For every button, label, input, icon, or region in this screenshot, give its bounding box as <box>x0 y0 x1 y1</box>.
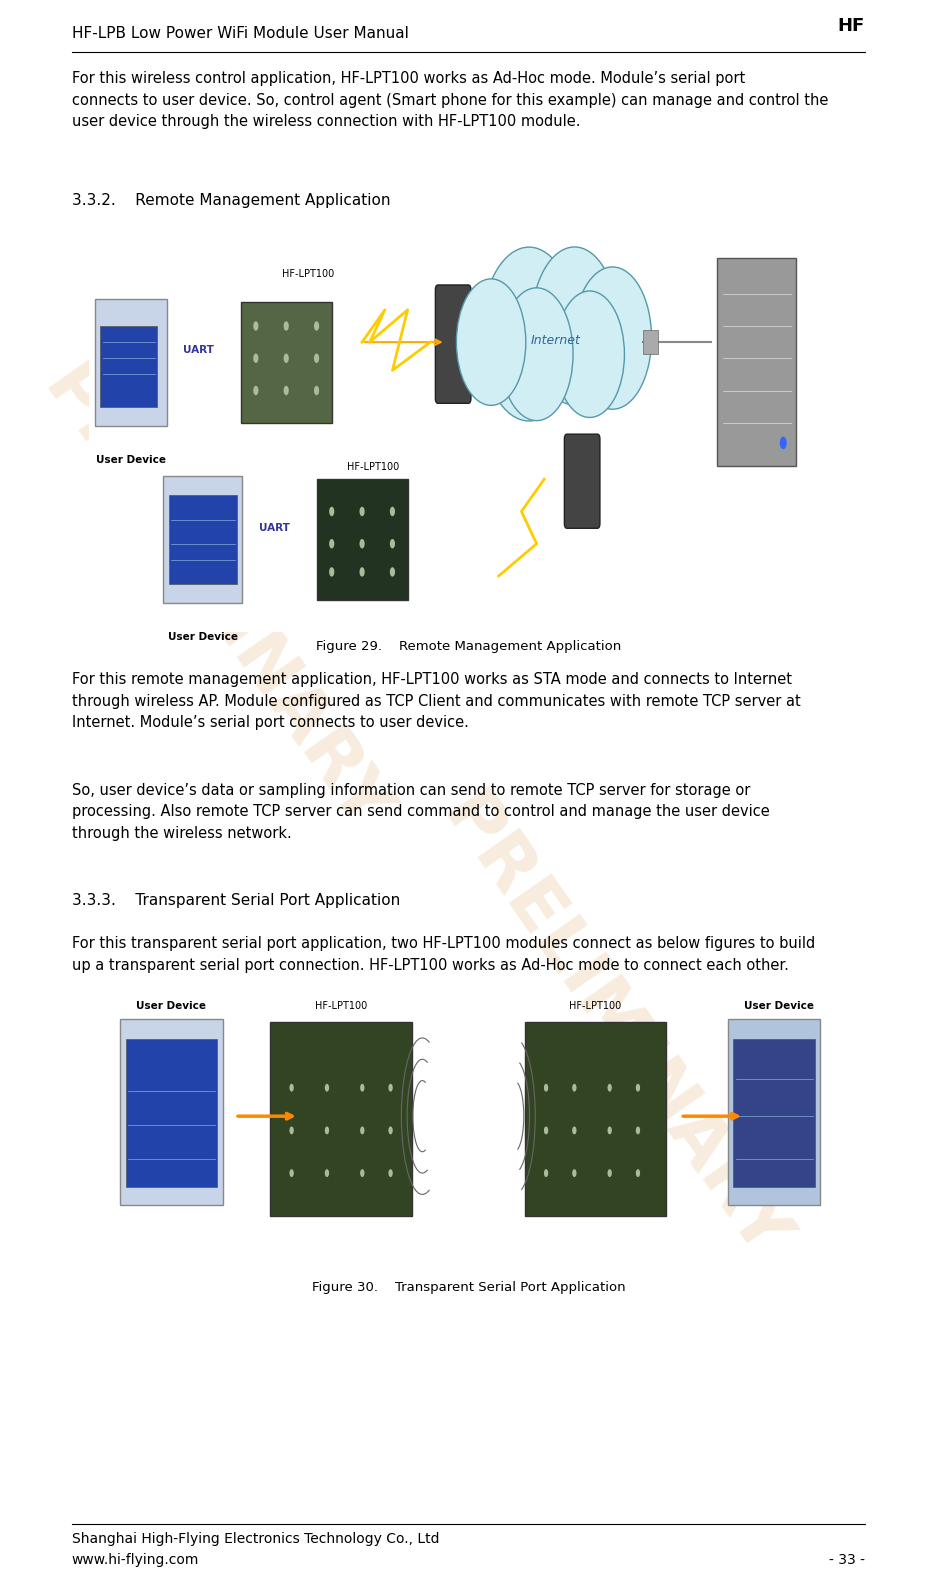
Text: 3.3.3.    Transparent Serial Port Application: 3.3.3. Transparent Serial Port Applicati… <box>71 893 399 907</box>
Circle shape <box>359 508 364 515</box>
Text: 3.3.2.    Remote Management Application: 3.3.2. Remote Management Application <box>71 193 390 207</box>
Text: For this transparent serial port application, two HF-LPT100 modules connect as b: For this transparent serial port applica… <box>71 936 815 972</box>
Circle shape <box>325 1085 329 1091</box>
Circle shape <box>329 539 335 549</box>
Text: HF-LPT100: HF-LPT100 <box>347 462 399 473</box>
Circle shape <box>314 386 320 395</box>
Circle shape <box>325 1170 329 1176</box>
Text: - 33 -: - 33 - <box>829 1553 865 1567</box>
Bar <box>126 1039 218 1187</box>
Text: User Device: User Device <box>96 455 165 465</box>
Circle shape <box>608 1126 611 1135</box>
Circle shape <box>253 321 259 330</box>
Text: User Device: User Device <box>745 1001 814 1010</box>
Text: HF-LPB Low Power WiFi Module User Manual: HF-LPB Low Power WiFi Module User Manual <box>71 27 408 41</box>
Circle shape <box>289 1126 294 1135</box>
Text: UART: UART <box>260 523 290 533</box>
Bar <box>168 495 237 583</box>
FancyBboxPatch shape <box>728 1020 820 1205</box>
Bar <box>100 326 157 406</box>
Circle shape <box>360 1085 364 1091</box>
Bar <box>643 330 658 354</box>
Circle shape <box>314 354 320 364</box>
Bar <box>241 302 332 422</box>
Circle shape <box>314 321 320 330</box>
Circle shape <box>608 1170 611 1176</box>
FancyBboxPatch shape <box>120 1020 223 1205</box>
Circle shape <box>283 386 289 395</box>
Circle shape <box>359 568 364 577</box>
Text: For this remote management application, HF-LPT100 works as STA mode and connects: For this remote management application, … <box>71 672 801 730</box>
Circle shape <box>573 267 651 409</box>
Text: Shanghai High-Flying Electronics Technology Co., Ltd
www.hi-flying.com: Shanghai High-Flying Electronics Technol… <box>71 1532 439 1567</box>
Bar <box>317 479 408 601</box>
Text: Figure 29.    Remote Management Application: Figure 29. Remote Management Application <box>316 640 621 653</box>
Bar <box>525 1023 667 1216</box>
Circle shape <box>388 1085 393 1091</box>
Circle shape <box>253 386 259 395</box>
Circle shape <box>390 539 395 549</box>
Text: For this wireless control application, HF-LPT100 works as Ad-Hoc mode. Module’s : For this wireless control application, H… <box>71 71 828 130</box>
Circle shape <box>253 354 259 364</box>
Circle shape <box>481 247 576 421</box>
FancyBboxPatch shape <box>717 258 796 466</box>
Circle shape <box>388 1170 393 1176</box>
Circle shape <box>390 568 395 577</box>
Text: HF-LPT100: HF-LPT100 <box>315 1001 367 1010</box>
Circle shape <box>283 321 289 330</box>
Circle shape <box>360 1126 364 1135</box>
Circle shape <box>636 1085 640 1091</box>
Circle shape <box>573 1085 576 1091</box>
Circle shape <box>573 1126 576 1135</box>
FancyBboxPatch shape <box>436 285 471 403</box>
Text: PRELIMINARY: PRELIMINARY <box>428 783 800 1273</box>
Text: PRELIMINARY: PRELIMINARY <box>29 356 400 846</box>
Circle shape <box>608 1085 611 1091</box>
Circle shape <box>329 568 335 577</box>
Text: User Device: User Device <box>136 1001 206 1010</box>
Circle shape <box>780 436 786 449</box>
Text: UART: UART <box>184 345 214 356</box>
Circle shape <box>636 1126 640 1135</box>
Circle shape <box>283 354 289 364</box>
Circle shape <box>636 1170 640 1176</box>
Text: HF: HF <box>838 17 865 35</box>
FancyBboxPatch shape <box>163 476 243 604</box>
Circle shape <box>544 1126 548 1135</box>
Bar <box>733 1039 815 1187</box>
Circle shape <box>456 278 526 405</box>
FancyBboxPatch shape <box>95 299 166 425</box>
Circle shape <box>359 539 364 549</box>
FancyBboxPatch shape <box>564 435 600 528</box>
Circle shape <box>573 1170 576 1176</box>
Circle shape <box>329 508 335 515</box>
Circle shape <box>388 1126 393 1135</box>
FancyBboxPatch shape <box>88 229 847 632</box>
Circle shape <box>390 508 395 515</box>
Bar <box>270 1023 412 1216</box>
Circle shape <box>544 1085 548 1091</box>
Text: User Device: User Device <box>167 632 238 642</box>
Circle shape <box>555 291 625 417</box>
Text: HF-LPT100: HF-LPT100 <box>282 269 335 278</box>
Text: Internet: Internet <box>531 334 580 346</box>
Circle shape <box>289 1170 294 1176</box>
Circle shape <box>289 1085 294 1091</box>
Circle shape <box>500 288 573 421</box>
Text: So, user device’s data or sampling information can send to remote TCP server for: So, user device’s data or sampling infor… <box>71 783 769 841</box>
Text: HF-LPT100: HF-LPT100 <box>570 1001 622 1010</box>
Text: Figure 30.    Transparent Serial Port Application: Figure 30. Transparent Serial Port Appli… <box>312 1281 625 1293</box>
Circle shape <box>532 247 618 405</box>
Circle shape <box>544 1170 548 1176</box>
Circle shape <box>325 1126 329 1135</box>
Circle shape <box>360 1170 364 1176</box>
